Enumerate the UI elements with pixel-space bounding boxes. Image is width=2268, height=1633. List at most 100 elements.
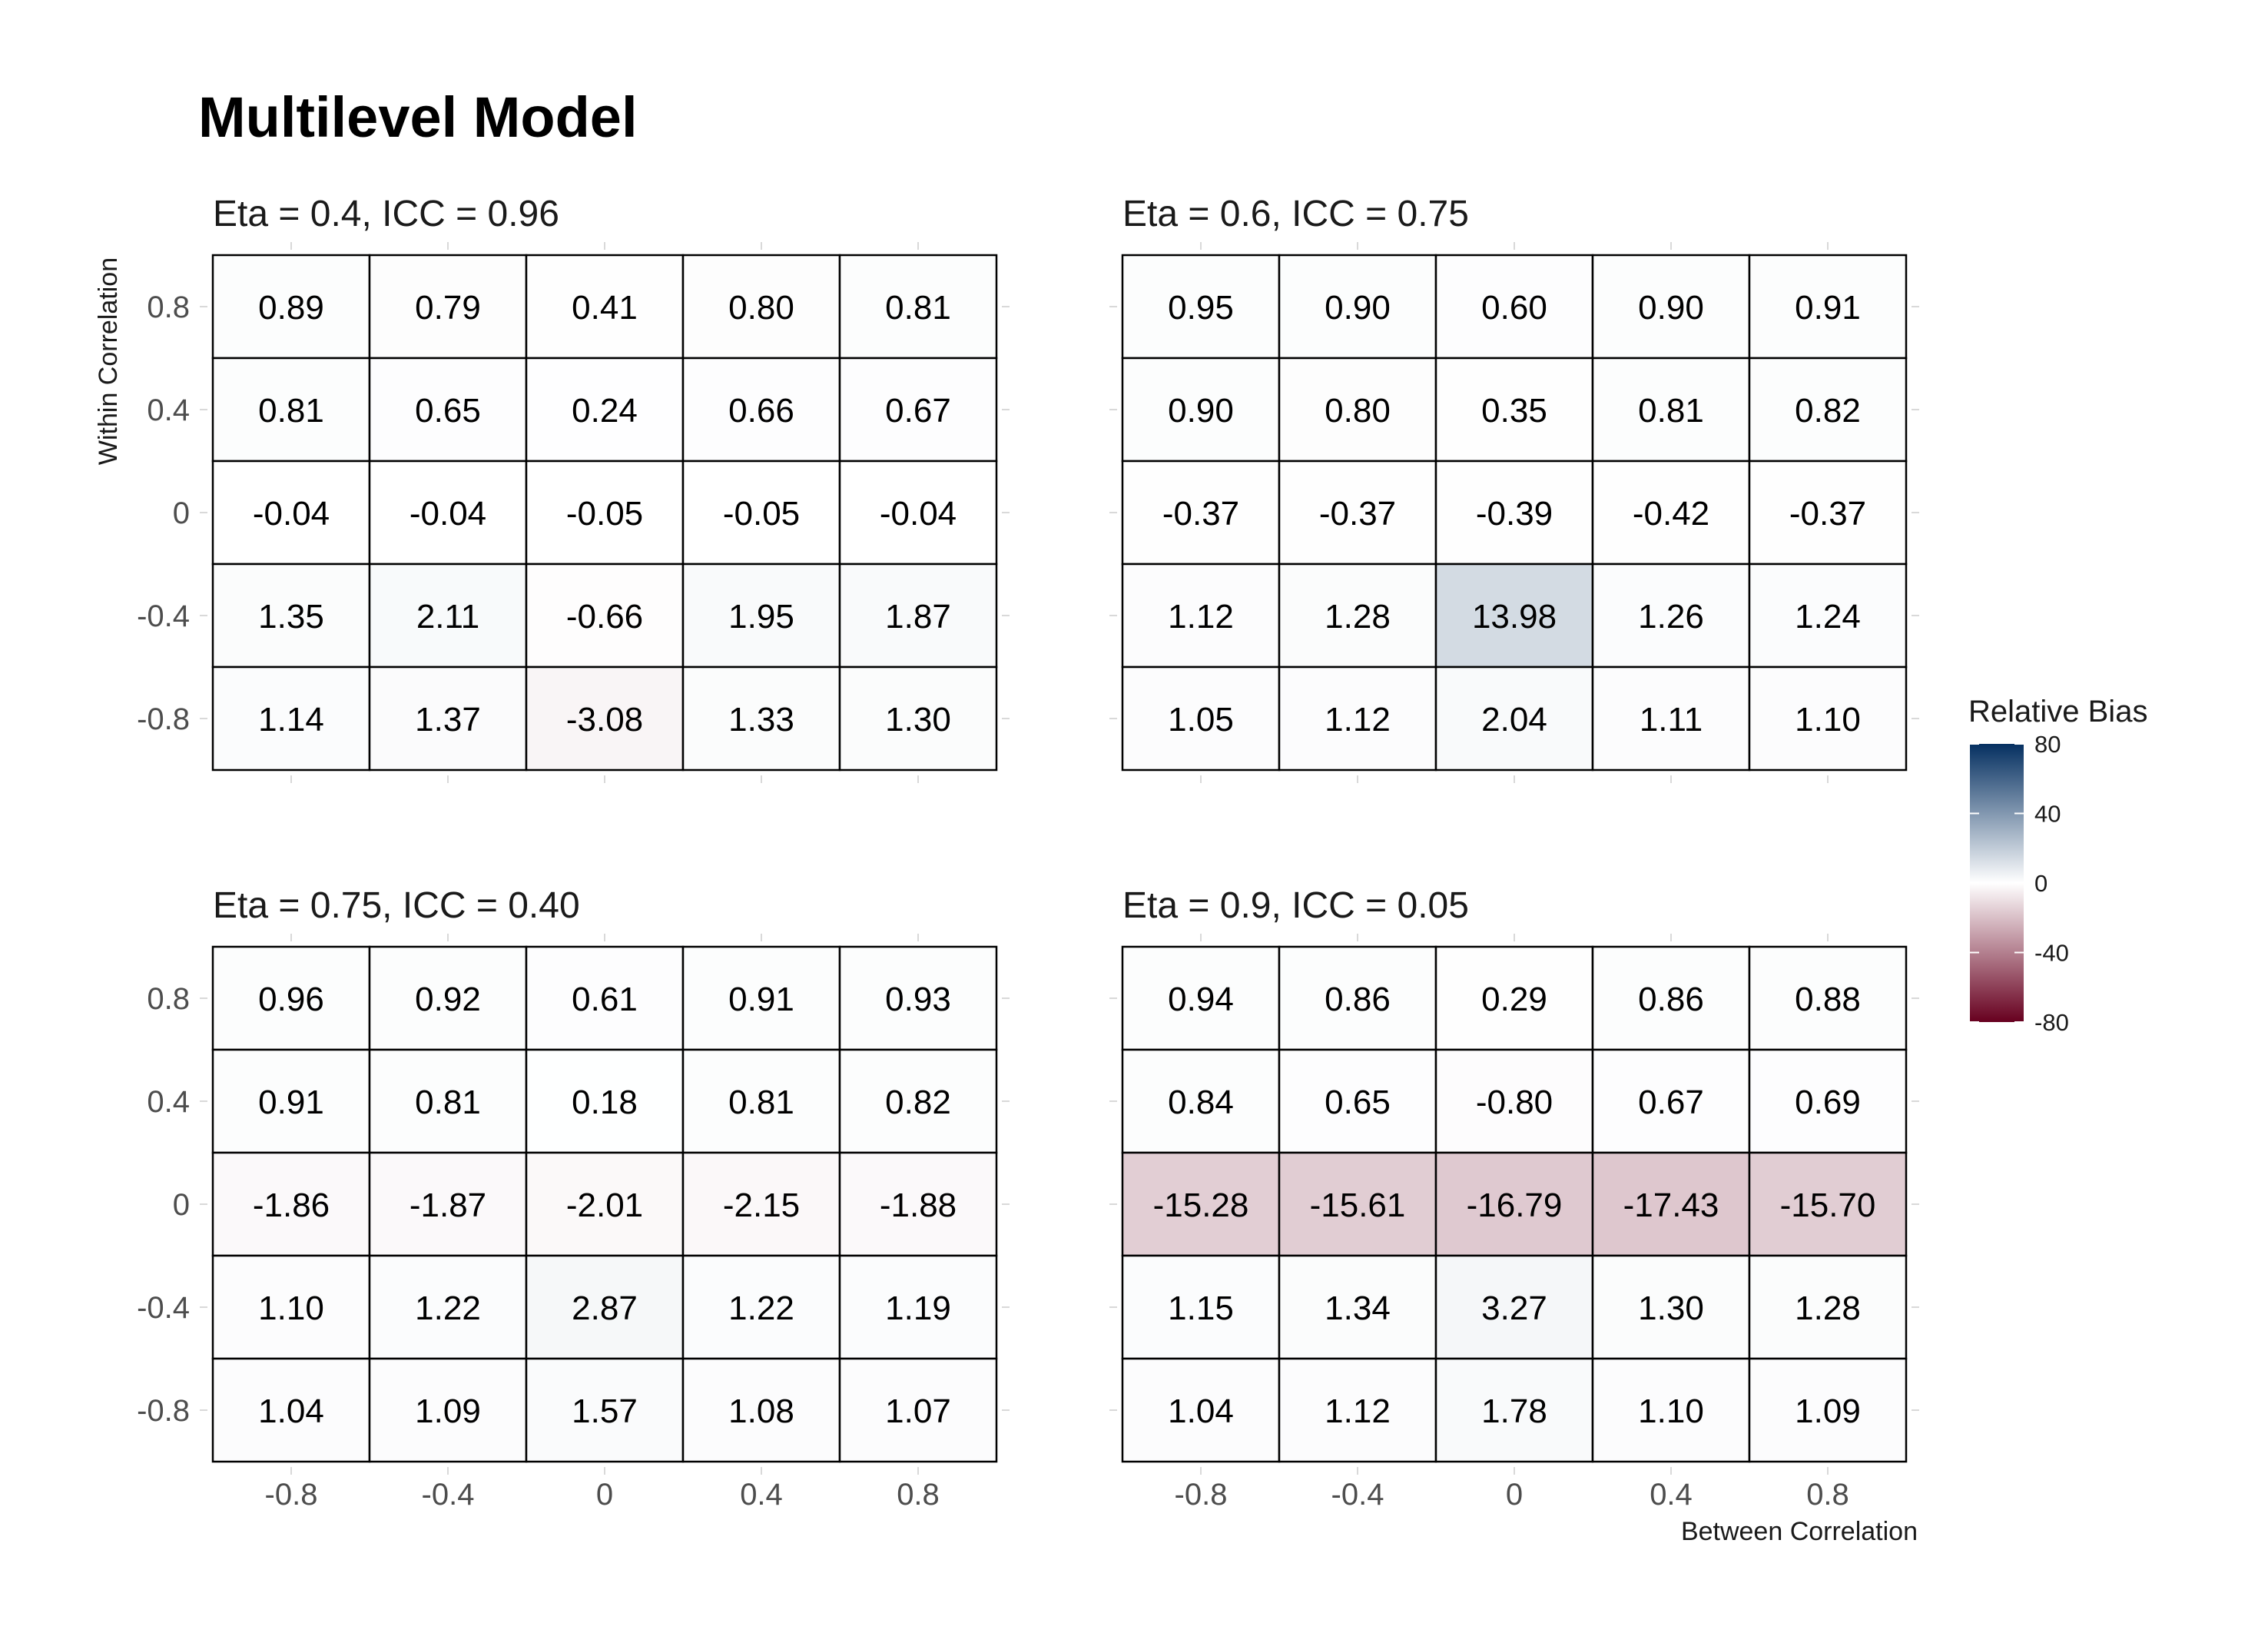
cell-value-label: 1.10	[1795, 701, 1861, 739]
x-tick-label: -0.4	[422, 1478, 475, 1512]
facet-panel: Eta = 0.6, ICC = 0.75 0.95 0.90 0.60 0.90 0.9…	[1109, 194, 1919, 783]
x-tick-label: -0.4	[1331, 1478, 1384, 1512]
heatmap-cell	[1748, 1151, 1908, 1257]
cell-value-label: 0.96	[258, 981, 324, 1018]
heatmap-cell	[1591, 460, 1751, 566]
cell-value-label: 0.89	[258, 289, 324, 327]
heatmap-cell	[838, 945, 998, 1051]
x-tick-label: 0	[596, 1478, 613, 1512]
heatmap-cell	[1121, 254, 1281, 360]
cell-value-label: 0.65	[415, 392, 481, 430]
cell-value-label: 1.04	[1168, 1392, 1234, 1430]
legend-tick-label: -40	[2034, 940, 2069, 967]
cell-value-label: 0.35	[1481, 392, 1547, 430]
cell-value-label: -1.88	[880, 1187, 957, 1224]
cell-value-label: -15.70	[1780, 1187, 1876, 1224]
heatmap-cell	[838, 254, 998, 360]
cell-value-label: -0.05	[566, 495, 643, 533]
x-tick-label: 0.4	[740, 1478, 783, 1512]
cell-value-label: -0.39	[1476, 495, 1553, 533]
heatmap-cell	[838, 357, 998, 463]
heatmap-cell	[681, 1357, 841, 1463]
cell-value-label: 2.11	[416, 598, 479, 636]
heatmap-cell	[1591, 1254, 1751, 1360]
cell-value-label: 0.69	[1795, 1084, 1861, 1121]
cell-value-label: -3.08	[566, 701, 643, 739]
x-tick-label: 0.8	[897, 1478, 940, 1512]
heatmap-cell	[838, 1151, 998, 1257]
cell-value-label: 0.18	[572, 1084, 638, 1121]
cell-value-label: -0.37	[1319, 495, 1396, 533]
x-tick-label: 0.4	[1650, 1478, 1693, 1512]
cell-value-label: 1.10	[258, 1289, 324, 1327]
heatmap-cell	[525, 357, 685, 463]
cell-value-label: -2.01	[566, 1187, 643, 1224]
heatmap-cell	[525, 563, 685, 669]
cell-value-label: -0.66	[566, 598, 643, 636]
cell-value-label: 1.57	[572, 1392, 638, 1430]
heatmap-cell	[838, 1357, 998, 1463]
heatmap-cell	[211, 665, 371, 772]
cell-value-label: 1.35	[258, 598, 324, 636]
y-tick-label: 0	[173, 1188, 190, 1222]
cell-value-label: 1.34	[1325, 1289, 1391, 1327]
heatmap-cell	[368, 665, 528, 772]
heatmap-cell	[525, 1151, 685, 1257]
y-tick-label: -0.8	[137, 1394, 190, 1428]
heatmap-cell	[1121, 665, 1281, 772]
heatmap-cell	[1434, 1357, 1594, 1463]
heatmap-cell	[1748, 665, 1908, 772]
cell-value-label: 0.79	[415, 289, 481, 327]
heatmap-cell	[1278, 1048, 1437, 1154]
heatmap-cell	[1748, 1048, 1908, 1154]
chart-title: Multilevel Model	[198, 85, 638, 149]
cell-value-label: 0.80	[1325, 392, 1391, 430]
heatmap-cell	[368, 563, 528, 669]
cell-value-label: 0.61	[572, 981, 638, 1018]
cell-value-label: -0.80	[1476, 1084, 1553, 1121]
cell-value-label: 1.87	[885, 598, 951, 636]
heatmap-cell	[1591, 945, 1751, 1051]
cell-value-label: 1.22	[415, 1289, 481, 1327]
heatmap-cell	[211, 563, 371, 669]
heatmap-cell	[838, 563, 998, 669]
heatmap-cell	[681, 1254, 841, 1360]
heatmap-cell	[681, 460, 841, 566]
cell-value-label: 1.33	[728, 701, 794, 739]
heatmap-cell	[368, 1254, 528, 1360]
heatmap-cell	[1591, 254, 1751, 360]
cell-value-label: 1.15	[1168, 1289, 1234, 1327]
heatmap-cell	[525, 254, 685, 360]
heatmap-cell	[1278, 1357, 1437, 1463]
cell-value-label: 1.09	[1795, 1392, 1861, 1430]
x-tick-label: -0.8	[1175, 1478, 1228, 1512]
y-tick-label: 0.4	[147, 393, 190, 427]
cell-value-label: 1.04	[258, 1392, 324, 1430]
cell-value-label: 0.67	[1638, 1084, 1704, 1121]
heatmap-cell	[838, 460, 998, 566]
cell-value-label: 1.22	[728, 1289, 794, 1327]
cell-value-label: -17.43	[1623, 1187, 1719, 1224]
heatmap-cell	[1591, 1357, 1751, 1463]
cell-value-label: 0.81	[258, 392, 324, 430]
heatmap-cell	[1591, 665, 1751, 772]
cell-value-label: 0.82	[1795, 392, 1861, 430]
cell-value-label: 1.26	[1638, 598, 1704, 636]
heatmap-cell	[1278, 1254, 1437, 1360]
heatmap-cell	[1278, 563, 1437, 669]
cell-value-label: 0.41	[572, 289, 638, 327]
cell-value-label: 0.91	[728, 981, 794, 1018]
x-tick-label: 0.8	[1806, 1478, 1849, 1512]
x-axis-label: Between Correlation	[1681, 1517, 1918, 1546]
heatmap-cell	[211, 254, 371, 360]
cell-value-label: 0.90	[1168, 392, 1234, 430]
cell-value-label: -1.87	[410, 1187, 486, 1224]
heatmap-cell	[1121, 1357, 1281, 1463]
heatmap-cell	[211, 1151, 371, 1257]
heatmap-cell	[681, 563, 841, 669]
heatmap-cell	[1748, 254, 1908, 360]
cell-value-label: -0.37	[1789, 495, 1866, 533]
cell-value-label: 1.08	[728, 1392, 794, 1430]
cell-value-label: 0.29	[1481, 981, 1547, 1018]
